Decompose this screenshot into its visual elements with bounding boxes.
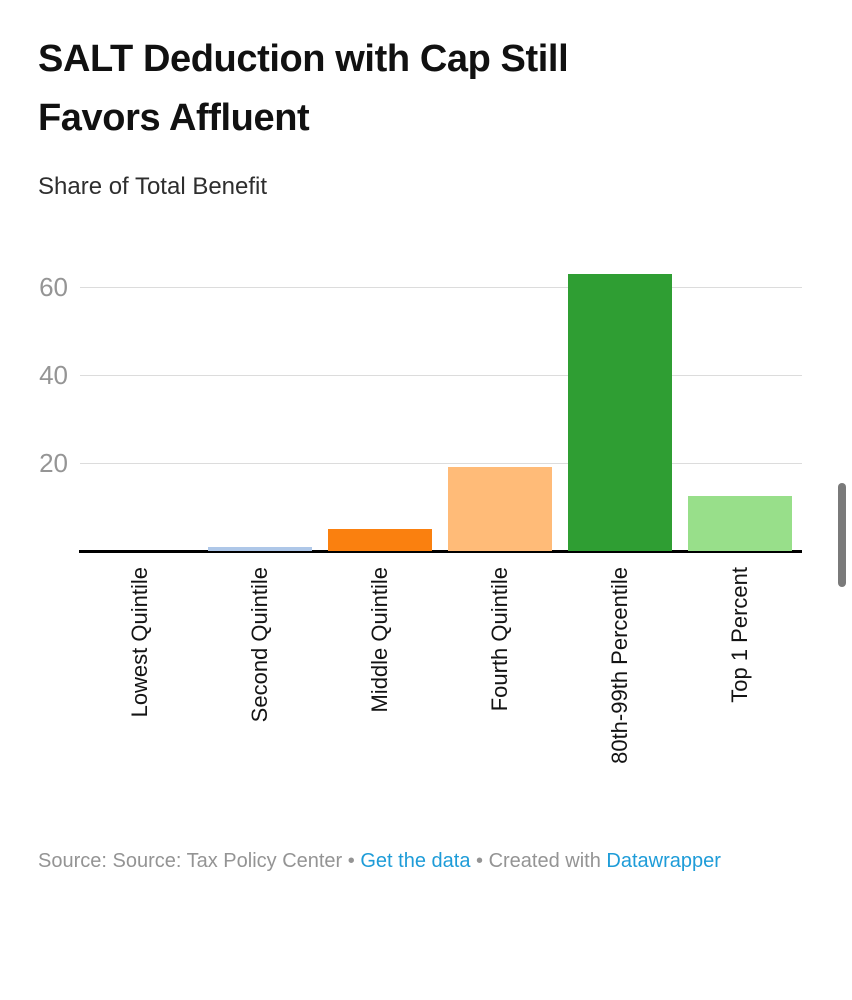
bar-middle-quintile (328, 529, 432, 551)
bar-80th-99th-percentile (568, 274, 672, 551)
x-axis-label-top-1-percent: Top 1 Percent (727, 567, 752, 703)
vertical-scrollbar-thumb[interactable] (838, 483, 846, 587)
y-tick-label: 60 (39, 272, 68, 302)
get-the-data-link[interactable]: Get the data (360, 850, 471, 872)
bar-second-quintile (208, 547, 312, 551)
y-tick-label: 40 (39, 360, 68, 390)
chart-subtitle: Share of Total Benefit (38, 173, 268, 200)
x-axis-label-middle-quintile: Middle Quintile (367, 567, 392, 713)
bar-top-1-percent (688, 496, 792, 551)
footer-attribution: Source: Source: Tax Policy Center • Get … (38, 846, 738, 877)
bar-fourth-quintile (448, 467, 552, 551)
chart-title: SALT Deduction with Cap Still Favors Aff… (38, 38, 569, 139)
x-axis-line (79, 550, 802, 553)
created-with-text: Created with (488, 850, 601, 872)
x-axis-label-fourth-quintile: Fourth Quintile (487, 567, 512, 712)
y-tick-label: 20 (39, 448, 68, 478)
source-text: Source: Source: Tax Policy Center (38, 850, 343, 872)
x-axis-label-second-quintile: Second Quintile (247, 567, 272, 723)
gridline (80, 463, 802, 464)
x-axis-label-lowest-quintile: Lowest Quintile (127, 567, 152, 718)
datawrapper-link[interactable]: Datawrapper (606, 850, 721, 872)
x-axis-label-80th-99th-percentile: 80th-99th Percentile (607, 567, 632, 764)
gridline (80, 375, 802, 376)
separator-dot: • (476, 850, 484, 872)
separator-dot: • (347, 850, 355, 872)
gridline (80, 287, 802, 288)
